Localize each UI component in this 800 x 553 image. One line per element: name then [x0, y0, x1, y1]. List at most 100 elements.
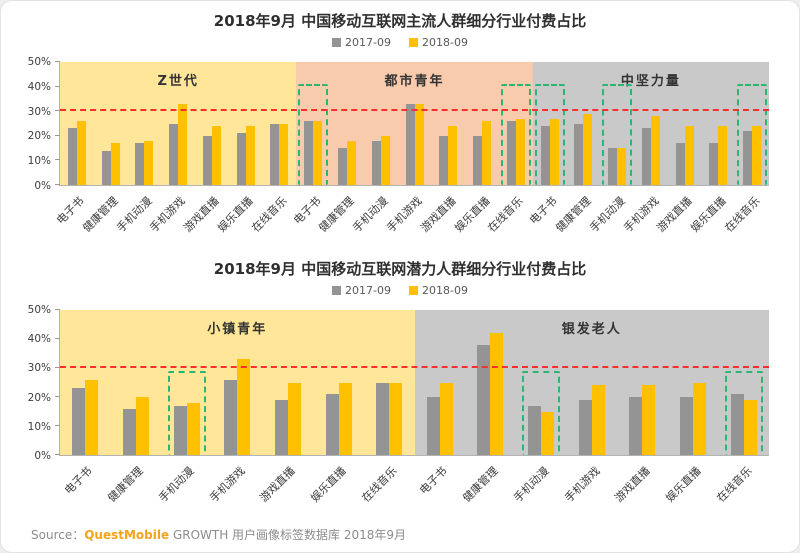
bar-2018	[583, 113, 593, 185]
bar-2017	[371, 140, 381, 185]
y-tick-mark	[55, 425, 60, 426]
chart-title: 2018年9月 中国移动互联网潜力人群细分行业付费占比	[213, 260, 587, 278]
bar-2017	[67, 128, 77, 185]
bar-2018	[650, 116, 660, 185]
y-tick-label: 0%	[34, 180, 51, 192]
y-tick-label: 20%	[27, 391, 51, 404]
bar-2018	[76, 121, 86, 185]
bar-2018	[439, 382, 453, 455]
highlight-box	[737, 84, 768, 185]
bar-2018	[178, 103, 188, 185]
bar-2017	[337, 148, 347, 185]
chart-mainstream-payment: 2018年9月 中国移动互联网主流人群细分行业付费占比 2017-09 2018…	[1, 11, 799, 259]
legend-label-2017: 2017-09	[345, 283, 391, 297]
y-tick-mark	[55, 338, 60, 339]
bar-2017	[506, 121, 516, 185]
bar-2018	[135, 397, 149, 455]
legend-label-2018: 2018-09	[422, 35, 468, 49]
bar-2018	[389, 382, 403, 455]
group-label: 银发老人	[561, 322, 622, 337]
bar-2018	[617, 148, 627, 185]
bar-2017	[629, 397, 643, 455]
bar-2017	[169, 123, 179, 185]
bar-2017	[641, 128, 651, 185]
bar-2018	[448, 125, 458, 185]
bar-2018	[591, 385, 605, 455]
legend-swatch-2018	[409, 285, 418, 295]
group-label: 小镇青年	[207, 322, 268, 337]
legend-item-2018: 2018-09	[409, 36, 468, 49]
y-tick-label: 10%	[27, 155, 51, 168]
bar-2017	[680, 397, 694, 455]
y-tick-mark	[55, 184, 60, 185]
bar-2017	[325, 394, 339, 455]
bar-2017	[135, 143, 145, 185]
bar-2017	[270, 123, 280, 185]
bar-2018	[338, 382, 352, 455]
bar-2018	[287, 382, 301, 455]
y-tick-mark	[55, 85, 60, 87]
y-tick-mark	[55, 309, 60, 310]
source-line: Source：QuestMobile GROWTH 用户画像标签数据库 2018…	[31, 526, 406, 543]
bar-2018	[279, 123, 289, 185]
group-label: 中坚力量	[620, 74, 681, 89]
y-tick-label: 40%	[27, 333, 51, 346]
bar-2017	[477, 344, 491, 455]
highlight-box	[534, 84, 565, 185]
bar-2017	[473, 135, 483, 185]
y-tick-mark	[55, 367, 60, 368]
bar-2017	[675, 143, 685, 185]
bar-2017	[574, 123, 584, 185]
bar-2017	[743, 130, 753, 185]
bar-2018	[752, 125, 762, 185]
bar-2018	[245, 125, 255, 185]
legend-item-2017: 2017-09	[332, 284, 391, 297]
bar-2018	[85, 379, 99, 455]
bar-2017	[709, 143, 719, 185]
y-tick-mark	[55, 396, 60, 397]
legend-label-2018: 2018-09	[422, 283, 468, 297]
bar-2018	[684, 125, 694, 185]
bar-2018	[549, 118, 559, 185]
bar-2017	[274, 399, 288, 455]
bar-2017	[376, 382, 390, 455]
y-axis: 0% 10% 20% 30% 40% 50%	[1, 56, 59, 192]
y-tick-label: 30%	[27, 362, 51, 375]
bar-2017	[101, 150, 111, 185]
chart-title: 2018年9月 中国移动互联网主流人群细分行业付费占比	[213, 12, 587, 30]
bar-2018	[313, 121, 323, 185]
legend-label-2017: 2017-09	[345, 35, 391, 49]
bar-2018	[380, 135, 390, 185]
bar-2017	[540, 125, 550, 185]
bar-2018	[515, 118, 525, 185]
plot-row: 0% 10% 20% 30% 40% 50% 小镇青年 银发老人 电子书 健康管理 手机动漫 手机…	[28, 304, 769, 516]
reference-line	[60, 109, 769, 112]
source-prefix: Source：	[31, 528, 85, 542]
highlight-box	[602, 84, 633, 185]
bar-2017	[528, 405, 542, 455]
y-tick-mark	[55, 110, 60, 112]
bar-2017	[578, 399, 592, 455]
bar-2018	[414, 103, 424, 185]
chart-legend: 2017-09 2018-09	[1, 35, 799, 49]
bar-2018	[693, 382, 707, 455]
bar-2017	[608, 148, 618, 185]
bar-2018	[346, 140, 356, 185]
y-tick-mark	[55, 134, 60, 136]
legend-swatch-2017	[332, 37, 342, 47]
highlight-box	[298, 84, 329, 185]
bar-2017	[72, 388, 86, 455]
source-suffix: GROWTH 用户画像标签数据库 2018年9月	[169, 528, 407, 542]
bar-2017	[173, 405, 187, 455]
y-tick-label: 50%	[27, 304, 51, 316]
plot-area: Z世代 都市青年 中坚力量	[55, 61, 769, 186]
x-axis-labels: 电子书 健康管理 手机动漫 手机游戏 游戏直播 娱乐直播 在线音乐 电子书 健康管理 手机动漫 手机…	[54, 186, 769, 246]
y-tick-label: 40%	[27, 80, 51, 93]
bar-2018	[110, 143, 120, 185]
bar-2018	[211, 125, 221, 185]
y-tick-mark	[55, 454, 60, 455]
y-tick-mark	[55, 159, 60, 161]
bar-2018	[743, 399, 757, 455]
bar-2018	[718, 125, 728, 185]
